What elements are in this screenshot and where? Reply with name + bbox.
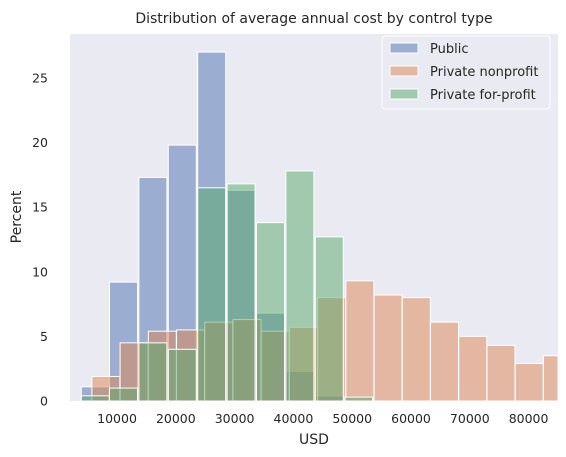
x-axis-label: USD xyxy=(299,432,329,448)
x-tick-label: 40000 xyxy=(274,411,314,426)
bar-private-for-profit-9 xyxy=(344,396,374,402)
legend-label-public: Public xyxy=(430,42,468,57)
y-tick-label: 5 xyxy=(40,329,48,344)
bar-private-nonprofit-16 xyxy=(542,355,559,402)
bars-layer xyxy=(80,51,559,402)
x-tick-label: 20000 xyxy=(156,411,196,426)
bar-private-nonprofit-14 xyxy=(486,344,516,402)
legend-item-private-nonprofit: Private nonprofit xyxy=(389,65,538,80)
y-tick-label: 10 xyxy=(32,264,48,279)
legend-label-private-for-profit: Private for-profit xyxy=(430,88,536,103)
x-tick-label: 70000 xyxy=(450,411,490,426)
bar-private-nonprofit-10 xyxy=(373,294,403,402)
bar-private-for-profit-0 xyxy=(80,395,110,402)
legend-item-private-for-profit: Private for-profit xyxy=(389,88,536,103)
bar-private-for-profit-8 xyxy=(314,236,344,402)
bar-private-for-profit-7 xyxy=(285,170,315,402)
x-tick-label: 50000 xyxy=(332,411,372,426)
x-tick-label: 30000 xyxy=(215,411,255,426)
bar-private-nonprofit-11 xyxy=(401,297,431,402)
x-ticks: 10000 20000 30000 40000 50000 60000 70000 80000 xyxy=(97,411,548,426)
x-tick-label: 60000 xyxy=(391,411,431,426)
y-tick-label: 20 xyxy=(32,135,48,150)
bar-private-for-profit-6 xyxy=(256,222,285,402)
bar-private-for-profit-1 xyxy=(109,387,139,402)
legend-swatch-private-for-profit xyxy=(389,88,419,100)
x-tick-label: 10000 xyxy=(97,411,137,426)
legend-label-private-nonprofit: Private nonprofit xyxy=(430,65,538,80)
bar-private-nonprofit-13 xyxy=(458,335,488,402)
legend-swatch-private-nonprofit xyxy=(389,65,419,77)
chart-title: Distribution of average annual cost by c… xyxy=(135,11,492,27)
y-tick-label: 15 xyxy=(32,200,48,215)
y-tick-label: 0 xyxy=(40,394,48,409)
legend-box xyxy=(381,35,551,110)
bar-private-for-profit-2 xyxy=(138,342,168,402)
bar-private-nonprofit-9 xyxy=(345,280,375,402)
legend-swatch-public xyxy=(389,42,419,54)
legend: Public Private nonprofit Private for-pro… xyxy=(381,35,551,110)
x-tick-label: 80000 xyxy=(509,411,549,426)
y-tick-label: 25 xyxy=(32,70,48,85)
bar-private-for-profit-5 xyxy=(226,183,256,402)
y-ticks: 0 5 10 15 20 25 xyxy=(32,70,48,408)
legend-item-public: Public xyxy=(389,42,468,57)
bar-private-for-profit-3 xyxy=(167,348,197,402)
bar-private-nonprofit-15 xyxy=(514,363,544,402)
bar-private-for-profit-4 xyxy=(197,187,227,402)
bar-private-nonprofit-12 xyxy=(430,321,460,402)
y-axis-label: Percent xyxy=(9,190,25,243)
